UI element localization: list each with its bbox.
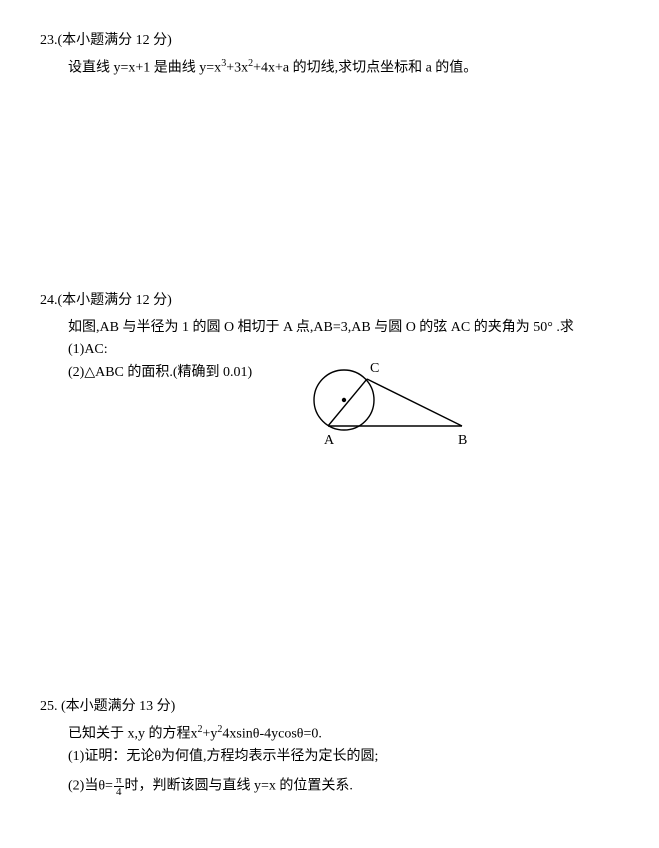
problem-25-header: 25. (本小题满分 13 分) — [40, 696, 619, 718]
svg-text:C: C — [370, 361, 379, 376]
problem-23-header: 23.(本小题满分 12 分) — [40, 30, 619, 52]
svg-text:A: A — [324, 433, 335, 448]
problem-25-header-text: (本小题满分 13 分) — [58, 699, 176, 714]
p25-line1a: 已知关于 x,y 的方程x — [68, 727, 198, 742]
problem-24: 24.(本小题满分 12 分) 如图,AB 与半径为 1 的圆 O 相切于 A … — [40, 290, 619, 476]
problem-24-header: 24.(本小题满分 12 分) — [40, 290, 619, 312]
problem-24-body: 如图,AB 与半径为 1 的圆 O 相切于 A 点,AB=3,AB 与圆 O 的… — [40, 317, 619, 476]
problem-25: 25. (本小题满分 13 分) 已知关于 x,y 的方程x2+y24xsinθ… — [40, 696, 619, 798]
problem-25-body: 已知关于 x,y 的方程x2+y24xsinθ-4ycosθ=0. (1)证明：… — [40, 722, 619, 798]
problem-23-header-text: (本小题满分 12 分) — [58, 33, 172, 48]
problem-24-number: 24. — [40, 293, 58, 308]
problem-23-number: 23. — [40, 33, 58, 48]
p25-line1b: +y — [203, 727, 218, 742]
spacer-1 — [40, 100, 619, 290]
p25-line2: (1)证明：无论θ为何值,方程均表示半径为定长的圆; — [68, 746, 619, 768]
p25-line1c: 4xsinθ-4ycosθ=0. — [222, 727, 321, 742]
p25-line1: 已知关于 x,y 的方程x2+y24xsinθ-4ycosθ=0. — [68, 722, 619, 746]
p23-line1b: +3x — [226, 61, 248, 76]
p24-figure: C A B — [292, 358, 492, 476]
p25-frac-den: 4 — [114, 787, 124, 798]
p25-line3: (2)当θ=π4时，判断该圆与直线 y=x 的位置关系. — [68, 775, 619, 798]
p25-fraction: π4 — [114, 775, 124, 798]
p25-line3b: 时，判断该圆与直线 y=x 的位置关系. — [125, 779, 353, 794]
circle-tangent-diagram: C A B — [292, 358, 492, 468]
spacer-2 — [40, 496, 619, 696]
p24-line3: (2)△ABC 的面积.(精确到 0.01) — [68, 362, 252, 384]
p25-line3a: (2)当θ= — [68, 779, 113, 794]
problem-23: 23.(本小题满分 12 分) 设直线 y=x+1 是曲线 y=x3+3x2+4… — [40, 30, 619, 80]
p24-figure-row: (2)△ABC 的面积.(精确到 0.01) C A B — [68, 362, 619, 476]
svg-text:B: B — [458, 433, 467, 448]
problem-25-number: 25. — [40, 699, 58, 714]
problem-24-header-text: (本小题满分 12 分) — [58, 293, 172, 308]
problem-23-body: 设直线 y=x+1 是曲线 y=x3+3x2+4x+a 的切线,求切点坐标和 a… — [40, 56, 619, 80]
p23-line1c: +4x+a 的切线,求切点坐标和 a 的值。 — [253, 61, 477, 76]
p24-line1: 如图,AB 与半径为 1 的圆 O 相切于 A 点,AB=3,AB 与圆 O 的… — [68, 317, 619, 339]
p23-line1a: 设直线 y=x+1 是曲线 y=x — [68, 61, 221, 76]
